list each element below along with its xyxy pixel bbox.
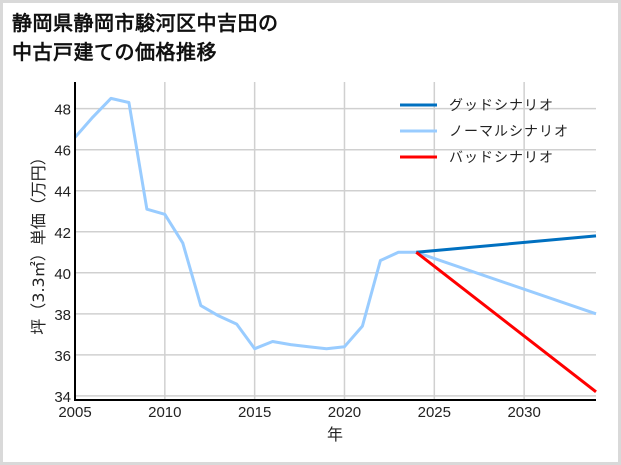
legend-label: バッドシナリオ: [449, 150, 554, 166]
x-tick-label: 2005: [58, 404, 91, 421]
legend-swatch: [400, 155, 437, 159]
chart-title: 静岡県静岡市駿河区中吉田の 中古戸建ての価格推移: [12, 11, 279, 64]
y-tick-label: 38: [54, 307, 71, 324]
y-tick-label: 44: [54, 184, 71, 201]
x-tick-labels: 2005 2010 2015 2020 2025 2030: [58, 404, 541, 421]
legend-label: グッドシナリオ: [449, 98, 554, 114]
x-tick-label: 2020: [328, 404, 361, 421]
series-line-1: [73, 96, 597, 351]
y-tick-label: 34: [54, 389, 71, 406]
series-line-2: [415, 251, 597, 393]
y-tick-label: 36: [54, 348, 71, 365]
y-axis-label: 坪（3.3㎡）単価（万円）: [29, 149, 48, 334]
series-line-0: [416, 234, 597, 254]
axes: [74, 82, 596, 401]
x-tick-label: 2015: [238, 404, 271, 421]
x-axis-label: 年: [327, 425, 343, 444]
y-tick-label: 42: [54, 225, 71, 242]
legend-label: ノーマルシナリオ: [449, 124, 569, 140]
y-tick-labels: 34 36 38 40 42 44 46 48: [54, 102, 71, 406]
legend-swatch: [400, 103, 437, 107]
x-tick-label: 2025: [418, 404, 451, 421]
series-lines: [73, 96, 597, 393]
y-tick-label: 40: [54, 266, 71, 283]
grid-lines: [74, 82, 596, 400]
y-tick-label: 48: [54, 102, 71, 119]
x-tick-label: 2030: [507, 404, 540, 421]
legend-swatch: [400, 129, 437, 133]
y-tick-label: 46: [54, 143, 71, 160]
x-tick-label: 2010: [148, 404, 181, 421]
